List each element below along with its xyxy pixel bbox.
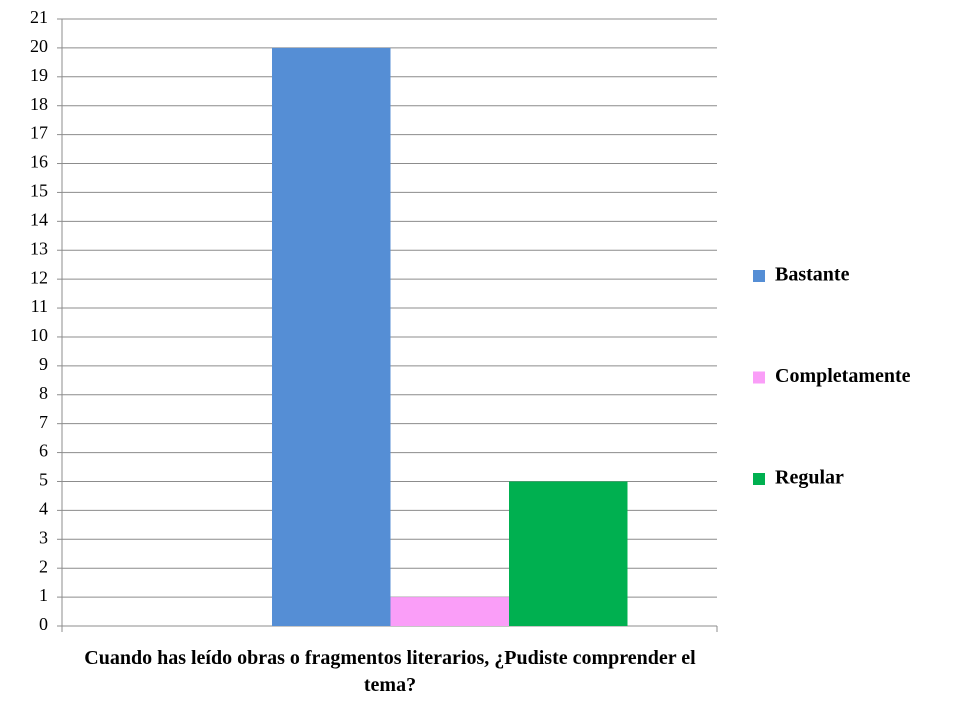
legend-label: Regular [775,467,844,489]
bar [509,481,628,626]
y-tick-label: 8 [39,383,48,403]
y-tick-label: 10 [30,325,48,345]
y-tick-label: 9 [39,354,48,374]
bar [272,47,391,626]
legend-swatch [753,473,765,485]
y-tick-label: 5 [39,470,48,490]
y-tick-label: 0 [39,614,48,634]
legend-label: Bastante [775,264,850,286]
y-tick-label: 2 [39,556,48,576]
y-tick-label: 20 [30,36,48,56]
y-tick-label: 19 [30,65,48,85]
y-tick-label: 21 [30,7,48,27]
y-tick-label: 14 [30,209,48,229]
y-tick-label: 6 [39,441,48,461]
legend-swatch [753,270,765,282]
y-tick-label: 1 [39,585,48,605]
y-tick-label: 3 [39,527,48,547]
y-tick-label: 17 [30,123,48,143]
legend-label: Completamente [775,365,911,387]
y-tick-label: 13 [30,238,48,258]
legend-swatch [753,371,765,384]
y-tick-label: 7 [39,412,48,432]
y-tick-label: 18 [30,94,48,114]
x-category-label: Cuando has leído obras o fragmentos lite… [84,647,696,696]
y-tick-label: 15 [30,181,48,201]
y-tick-label: 12 [30,267,48,287]
bar [390,597,509,626]
y-tick-label: 16 [30,152,48,172]
y-tick-label: 4 [39,499,48,519]
y-tick-label: 11 [31,296,48,316]
